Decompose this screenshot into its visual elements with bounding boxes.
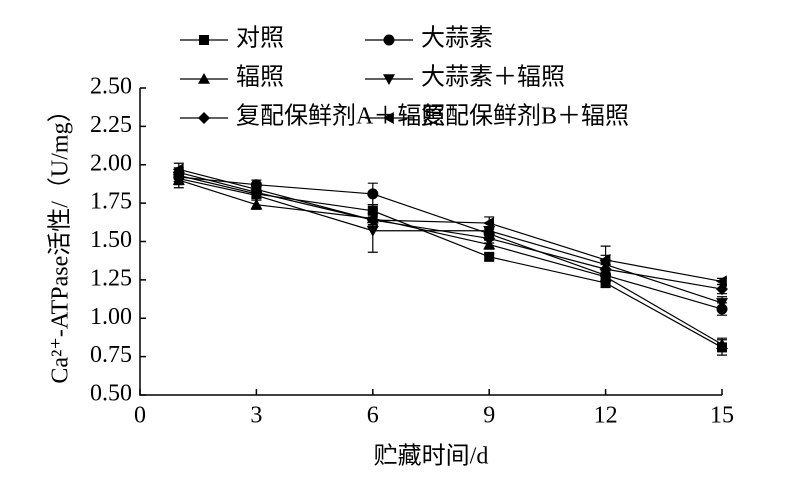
x-tick-label: 3 [250, 403, 262, 429]
y-tick-label: 1.00 [90, 304, 132, 330]
x-tick-label: 0 [134, 403, 146, 429]
y-axis-label: Ca²⁺-ATPase活性/（U/mg） [47, 98, 74, 383]
y-tick-label: 1.50 [90, 227, 132, 253]
x-axis-label: 贮藏时间/d [374, 443, 489, 470]
marker [366, 214, 378, 227]
marker [599, 253, 611, 266]
marker [483, 217, 494, 230]
y-tick-label: 1.25 [90, 265, 132, 291]
y-tick-label: 0.75 [90, 342, 132, 368]
marker [198, 73, 210, 84]
axes [139, 88, 722, 396]
series-line [178, 171, 723, 290]
y-tick-label: 0.50 [90, 381, 132, 407]
x-tick-label: 12 [594, 403, 618, 429]
marker [172, 163, 184, 176]
marker [599, 263, 612, 276]
marker [716, 275, 727, 288]
legend-label: 大蒜素 [421, 25, 493, 52]
marker [383, 112, 394, 124]
marker [484, 251, 495, 262]
marker [383, 74, 395, 85]
marker [199, 35, 209, 45]
marker [250, 183, 262, 196]
y-tick-label: 2.50 [90, 74, 132, 100]
x-tick-label: 9 [483, 403, 495, 429]
marker [383, 34, 395, 46]
x-tick-label: 15 [710, 403, 734, 429]
legend-label: 复配保鲜剂A＋辐照 [236, 103, 445, 130]
marker [716, 338, 728, 350]
series-line [178, 179, 723, 345]
series-line [178, 168, 723, 283]
series-line [178, 174, 723, 348]
marker [716, 298, 728, 309]
marker [367, 188, 379, 200]
marker [483, 232, 496, 245]
marker [250, 198, 263, 210]
legend-label: 辐照 [236, 64, 284, 91]
marker [198, 112, 210, 124]
marker [366, 225, 379, 237]
y-tick-label: 2.00 [90, 150, 132, 176]
y-tick-label: 1.75 [90, 189, 132, 215]
x-tick-label: 6 [367, 403, 379, 429]
series-line [178, 177, 723, 304]
y-tick-label: 2.25 [90, 112, 132, 138]
legend-label: 大蒜素＋辐照 [421, 64, 565, 91]
legend-label: 对照 [236, 25, 284, 52]
legend-label: 复配保鲜剂B＋辐照 [421, 103, 629, 130]
series-line [178, 176, 723, 310]
